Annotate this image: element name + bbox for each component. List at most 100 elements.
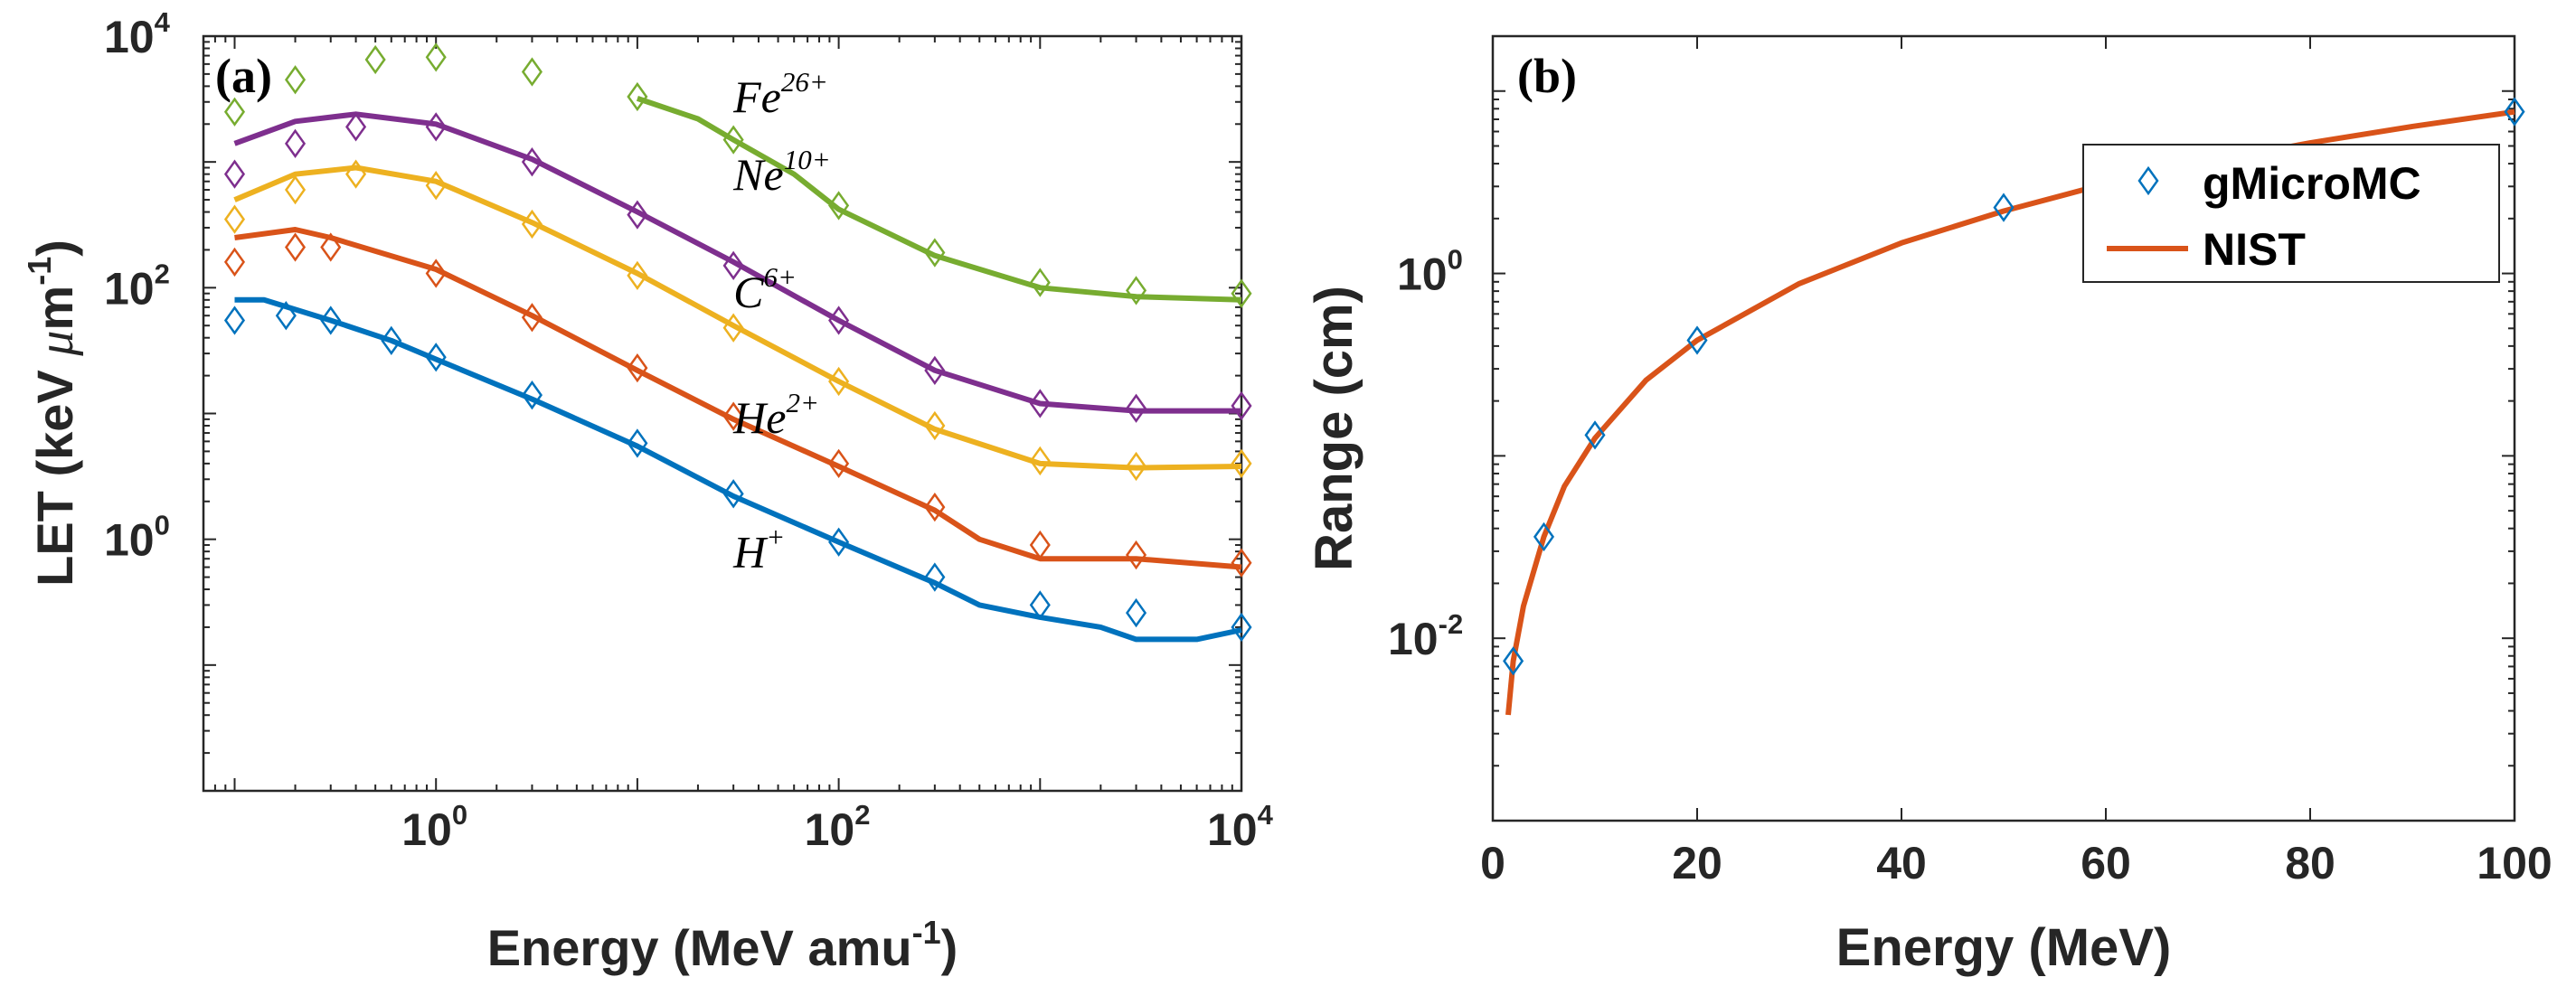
data-marker-He2+ [1231,548,1252,578]
a-x-tick-label: 104 [1207,799,1274,855]
data-marker-gMicroMC [1533,521,1555,552]
data-marker-gMicroMC [1503,646,1524,676]
b-x-tick-label: 40 [1876,838,1927,888]
data-marker-He2+ [627,353,648,383]
data-marker-Ne10+ [1126,393,1147,423]
data-marker-Fe26+ [364,44,386,75]
data-marker-Fe26+ [1126,276,1147,305]
data-marker-C6+ [1231,448,1252,479]
data-marker-He2+ [320,232,342,262]
panel-a-x-axis-title: Energy (MeV amu-1) [487,914,958,976]
panel-b-ticks [1492,35,2515,822]
series-C6+ [223,159,1252,482]
series-line-C6+ [233,164,1242,471]
ion-label-He2+: He2+ [732,387,819,443]
legend-label-gmicromc: gMicroMC [2203,158,2421,209]
panel-b-legend: gMicroMC NIST [2082,144,2500,283]
data-marker-C6+ [345,159,367,189]
data-marker-He2+ [722,401,744,431]
data-marker-He2+ [223,247,246,277]
ion-label-Fe26+: Fe26+ [732,66,828,122]
series-line-Ne10+ [233,111,1241,414]
data-marker-Ne10+ [722,250,744,280]
series-H+ [223,296,1252,643]
data-marker-H+ [425,343,447,372]
data-marker-Fe26+ [223,97,246,127]
data-marker-gMicroMC [2504,97,2525,127]
legend-marker-gmicromc [2137,165,2159,196]
data-marker-Ne10+ [627,200,648,230]
data-marker-H+ [1126,597,1147,628]
data-marker-H+ [223,305,246,335]
b-x-tick-label: 60 [2081,838,2131,888]
data-marker-Ne10+ [223,159,246,189]
data-marker-Fe26+ [1231,278,1252,308]
data-marker-C6+ [223,204,246,234]
data-marker-gMicroMC [1686,325,1708,355]
data-marker-C6+ [924,410,946,441]
data-marker-He2+ [1126,540,1147,570]
data-marker-He2+ [828,448,850,479]
data-marker-Fe26+ [1029,268,1051,297]
data-marker-gMicroMC [1993,193,2015,222]
a-y-tick-label: 102 [104,258,170,314]
data-marker-Fe26+ [521,57,543,87]
data-marker-Ne10+ [521,147,543,177]
data-marker-C6+ [1029,446,1051,476]
data-marker-Ne10+ [425,112,447,142]
data-marker-Ne10+ [1231,390,1252,421]
panel-a-ticks [203,35,1242,792]
panel-b-y-axis-title: Range (cm) [1305,286,1363,571]
data-marker-H+ [320,305,342,335]
panel-a-y-axis-title: LET (keV μm-1) [21,240,84,587]
data-marker-H+ [1029,590,1051,620]
data-marker-Ne10+ [284,128,307,158]
a-x-tick-label: 102 [805,799,871,855]
data-marker-Ne10+ [828,305,850,335]
ion-label-H+: H+ [732,521,785,578]
data-marker-C6+ [627,260,648,290]
series-gMicroMC [1503,97,2525,676]
data-marker-Fe26+ [284,65,307,95]
a-y-tick-label: 100 [104,510,170,566]
b-y-tick-label: 100 [1397,244,1463,300]
data-marker-Fe26+ [722,125,744,155]
b-x-tick-label: 80 [2285,838,2335,888]
data-marker-He2+ [425,258,447,288]
panel-b-tick-labels: 0 20 40 60 80 100 10-2 100 [1388,244,2552,888]
a-x-tick-label: 100 [401,799,467,855]
data-marker-C6+ [722,313,744,343]
data-marker-H+ [521,381,543,410]
data-marker-H+ [924,562,946,592]
b-x-tick-label: 100 [2477,838,2552,888]
panel-a-tick-labels: 100 102 104 100 102 104 [104,6,1274,855]
legend-box [2082,144,2500,283]
data-marker-He2+ [924,492,946,522]
data-marker-gMicroMC [1584,420,1606,450]
data-marker-Fe26+ [924,238,946,268]
data-marker-H+ [275,301,297,331]
b-x-tick-label: 0 [1480,838,1505,888]
data-marker-H+ [828,527,850,557]
series-Ne10+ [223,111,1252,423]
data-marker-Fe26+ [828,191,850,221]
data-marker-He2+ [284,232,307,262]
data-marker-H+ [1231,612,1252,643]
data-marker-H+ [722,479,744,509]
data-marker-C6+ [425,171,447,201]
panel-b-chart: 0 20 40 60 80 100 10-2 100 (b) gMicroMC NIST En… [1305,34,2552,977]
series-line-H+ [234,296,1242,643]
data-marker-C6+ [828,366,850,397]
panel-b-x-axis-title: Energy (MeV) [1836,918,2172,977]
b-x-tick-label: 20 [1672,838,1722,888]
data-marker-Fe26+ [627,81,648,112]
panel-a-chart: 100 102 104 100 102 104 (a) H+ He2+ C6+ Ne10+ Fe2… [21,6,1274,976]
data-marker-C6+ [521,209,543,240]
data-marker-Ne10+ [345,112,367,142]
ion-label-Ne10+: Ne10+ [732,144,830,200]
panel-a-ion-labels: H+ He2+ C6+ Ne10+ Fe26+ [732,66,830,578]
a-y-tick-label: 104 [104,6,171,62]
legend-label-nist: NIST [2203,224,2306,275]
panel-b-label: (b) [1517,49,1577,103]
